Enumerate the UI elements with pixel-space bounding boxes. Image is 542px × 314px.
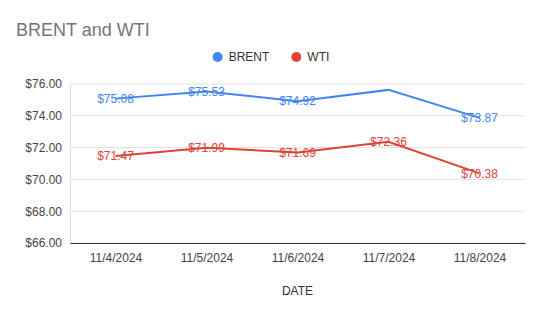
legend-label: WTI (307, 50, 329, 64)
legend-marker (291, 52, 301, 62)
y-tick-label: $72.00 (25, 141, 62, 155)
x-tick-label: 11/7/2024 (363, 251, 416, 265)
y-tick-label: $66.00 (25, 236, 62, 250)
legend-marker (213, 52, 223, 62)
y-tick: $68.00 (25, 205, 70, 219)
y-tick: $74.00 (25, 109, 70, 123)
grid-line (70, 179, 525, 180)
data-label: $75.53 (188, 85, 225, 99)
data-label: $72.36 (370, 135, 407, 149)
x-tick-label: 11/8/2024 (454, 251, 507, 265)
x-tick-label: 11/5/2024 (181, 251, 234, 265)
x-tick: 11/5/2024 (181, 243, 234, 265)
data-label: $73.87 (461, 111, 498, 125)
legend-item: BRENT (213, 50, 270, 64)
legend: BRENT WTI (213, 50, 330, 64)
grid-line (70, 211, 525, 212)
grid-line (70, 243, 525, 244)
grid-line (70, 84, 525, 85)
data-label: $71.47 (97, 149, 134, 163)
legend-label: BRENT (229, 50, 270, 64)
x-tick: 11/4/2024 (90, 243, 143, 265)
y-tick-label: $76.00 (25, 77, 62, 91)
data-label: $74.92 (279, 94, 316, 108)
y-axis: $66.00 $68.00 $70.00 $72.00 $74.00 $76.00 (25, 77, 70, 250)
line-series (116, 142, 480, 173)
y-tick-label: $74.00 (25, 109, 62, 123)
x-axis-title: DATE (282, 284, 313, 298)
y-tick-label: $70.00 (25, 173, 62, 187)
y-tick: $66.00 (25, 236, 70, 250)
legend-item: WTI (291, 50, 329, 64)
data-label: $75.08 (97, 92, 134, 106)
y-tick: $70.00 (25, 173, 70, 187)
x-tick-label: 11/6/2024 (272, 251, 325, 265)
data-label: $71.69 (279, 146, 316, 160)
grid-line (70, 115, 525, 116)
y-tick-label: $68.00 (25, 205, 62, 219)
chart: BRENT and WTI $66.00 $68.00 $70.00 $72.00 $74… (0, 0, 542, 314)
y-axis-line (70, 85, 71, 244)
plot-area (116, 90, 480, 173)
data-label: $71.99 (188, 141, 225, 155)
line-series (116, 90, 480, 118)
x-tick: 11/8/2024 (454, 243, 507, 265)
data-label: $70.38 (461, 167, 498, 181)
title: BRENT and WTI (16, 20, 150, 40)
x-tick: 11/7/2024 (363, 243, 416, 265)
x-tick: 11/6/2024 (272, 243, 325, 265)
x-axis: 11/4/2024 11/5/2024 11/6/2024 11/7/2024 11/8… (71, 243, 526, 265)
grid (70, 84, 525, 243)
y-tick: $72.00 (25, 141, 70, 155)
data-labels: $75.08 $75.53 $74.92 $73.87 $71.47 $71.99 $71.… (97, 85, 498, 181)
x-tick-label: 11/4/2024 (90, 251, 143, 265)
x-axis-line (71, 243, 526, 244)
y-tick: $76.00 (25, 77, 70, 91)
